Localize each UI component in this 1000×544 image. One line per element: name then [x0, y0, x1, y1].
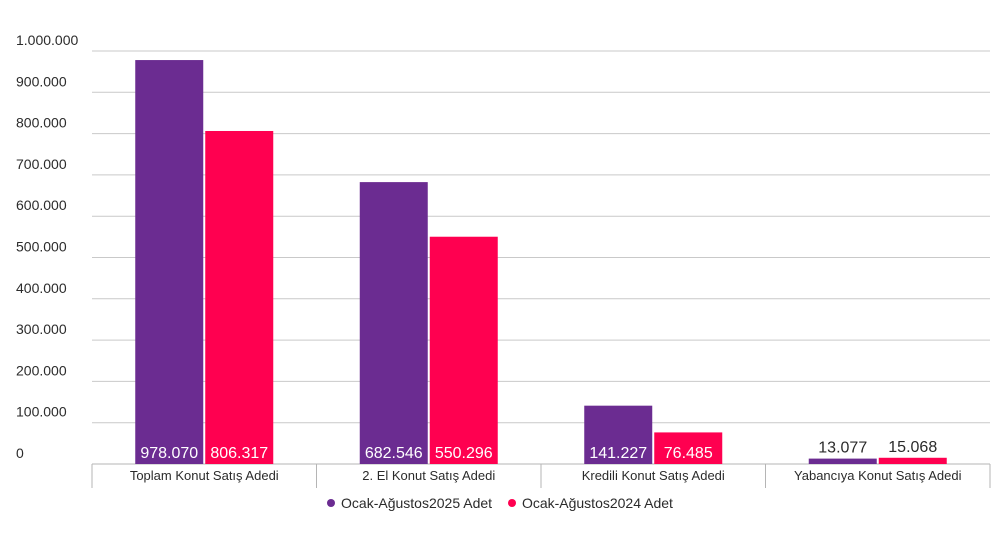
data-label: 806.317	[210, 445, 268, 462]
bar	[359, 182, 428, 464]
data-label: 76.485	[664, 445, 713, 462]
data-label: 682.546	[365, 445, 423, 462]
x-tick-label: 2. El Konut Satış Adedi	[362, 468, 495, 483]
y-tick-label: 300.000	[16, 321, 67, 337]
x-tick-label: Yabancıya Konut Satış Adedi	[794, 468, 962, 483]
y-tick-label: 0	[16, 445, 24, 461]
y-tick-label: 700.000	[16, 156, 67, 172]
bar	[205, 130, 274, 464]
y-tick-label: 400.000	[16, 280, 67, 296]
legend-swatch-2024	[507, 499, 516, 507]
legend: Ocak-Ağustos2025 Adet Ocak-Ağustos2024 A…	[0, 494, 1000, 511]
y-tick-label: 500.000	[16, 239, 67, 255]
data-label: 141.227	[589, 445, 647, 462]
legend-label-2024: Ocak-Ağustos2024 Adet	[521, 495, 673, 511]
bar	[654, 432, 723, 464]
bar	[135, 60, 204, 464]
y-tick-label: 200.000	[16, 362, 67, 378]
legend-label-2025: Ocak-Ağustos2025 Adet	[341, 495, 493, 511]
data-label: 550.296	[435, 445, 493, 462]
bar	[429, 236, 498, 464]
y-tick-label: 600.000	[16, 197, 67, 213]
y-tick-label: 800.000	[16, 115, 67, 131]
bar	[584, 405, 653, 464]
y-tick-label: 900.000	[16, 73, 67, 89]
bar	[808, 458, 877, 464]
data-label: 978.070	[140, 445, 198, 462]
x-tick-label: Toplam Konut Satış Adedi	[130, 468, 279, 483]
data-label: 15.068	[888, 439, 937, 456]
y-tick-label: 1.000.000	[16, 32, 78, 48]
legend-item-2024: Ocak-Ağustos2024 Adet	[507, 495, 673, 511]
legend-item-2025: Ocak-Ağustos2025 Adet	[327, 495, 492, 511]
data-label: 13.077	[818, 440, 867, 457]
x-tick-label: Kredili Konut Satış Adedi	[582, 468, 725, 483]
legend-swatch-2025	[327, 499, 336, 507]
bar	[878, 457, 947, 464]
y-tick-label: 100.000	[16, 404, 67, 420]
